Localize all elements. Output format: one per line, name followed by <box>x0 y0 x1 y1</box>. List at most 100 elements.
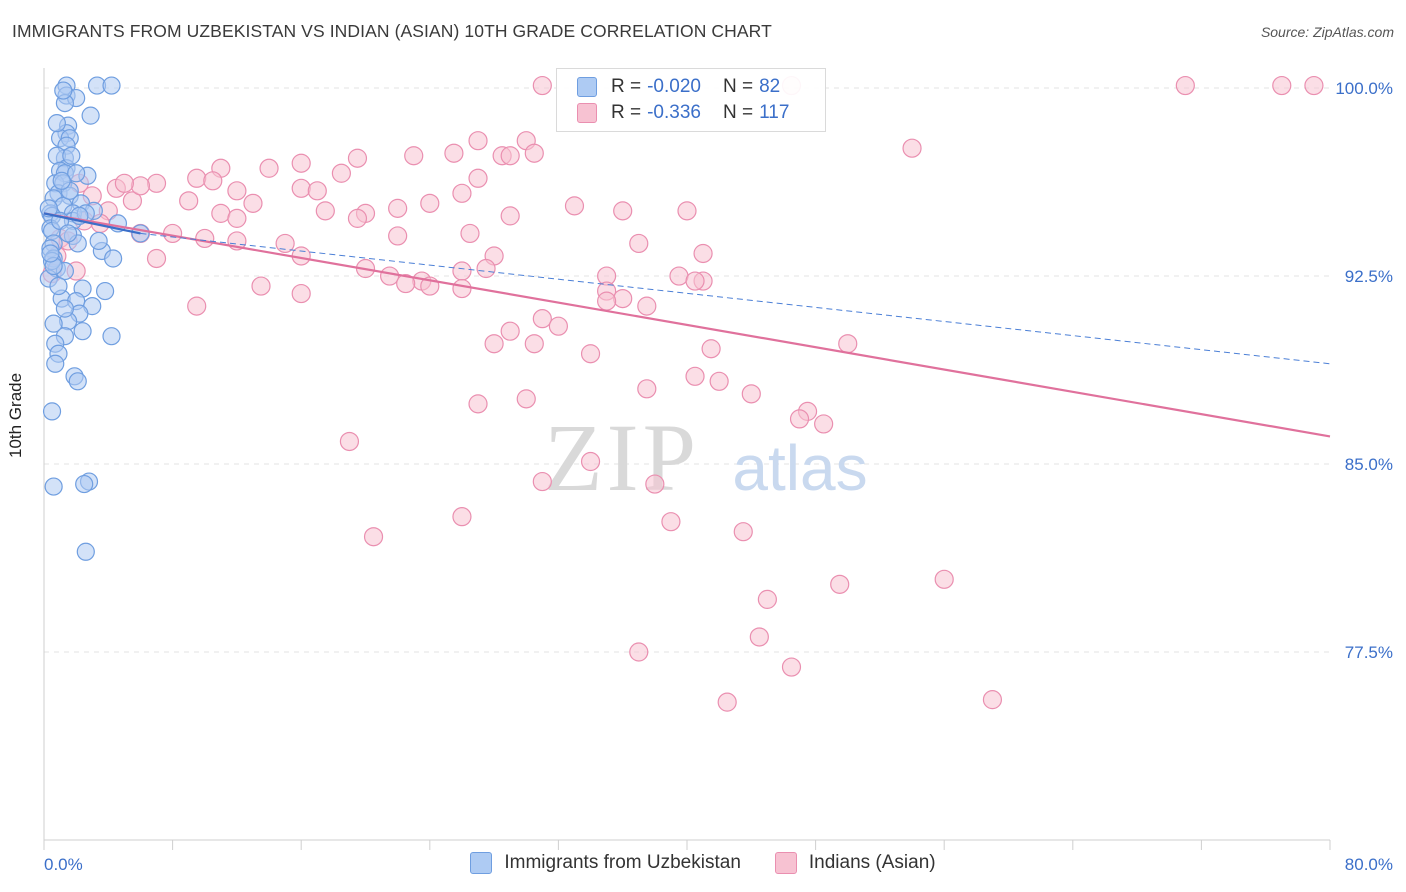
point-indians-asian <box>613 201 633 221</box>
point-indians-asian <box>532 75 552 96</box>
y-axis-label: 10th Grade <box>6 372 25 458</box>
r-label: R = <box>611 76 642 97</box>
uzbekistan-swatch <box>577 77 597 97</box>
point-indians-asian <box>814 414 834 434</box>
r-value: -0.336 <box>647 102 701 123</box>
point-indians-asian <box>709 371 729 391</box>
point-indians-asian <box>757 589 777 609</box>
legend-item-indians[interactable]: Indians (Asian) <box>774 852 936 874</box>
point-indians-asian <box>251 276 271 296</box>
point-indians-asian <box>564 196 585 216</box>
point-indians-asian <box>363 527 384 547</box>
point-indians-asian <box>830 574 850 594</box>
point-indians-asian <box>476 258 496 279</box>
stats-row-uzbekistan: R = -0.020 N = 82 <box>577 75 786 99</box>
point-indians-asian <box>452 278 472 299</box>
point-indians-asian <box>580 344 601 364</box>
point-indians-asian <box>838 334 858 354</box>
point-uzbekistan <box>54 81 73 100</box>
point-indians-asian <box>259 158 279 178</box>
point-indians-asian <box>629 233 649 254</box>
trend-uzbekistan-dashed <box>140 232 1331 365</box>
n-value: 117 <box>759 102 790 123</box>
point-indians-asian <box>380 266 400 286</box>
point-indians-asian <box>347 208 368 228</box>
point-uzbekistan <box>68 372 87 391</box>
point-indians-asian <box>532 471 552 492</box>
x-tick-label-max: 80.0% <box>1345 855 1393 874</box>
point-indians-asian <box>1304 75 1324 96</box>
point-indians-asian <box>211 203 231 223</box>
point-indians-asian <box>227 181 247 201</box>
point-indians-asian <box>146 173 167 193</box>
point-uzbekistan <box>89 231 108 251</box>
y-tick-label: 100.0% <box>1335 79 1393 98</box>
point-uzbekistan <box>59 224 78 243</box>
point-uzbekistan <box>46 354 65 373</box>
point-indians-asian <box>613 288 633 309</box>
point-indians-asian <box>347 148 368 168</box>
point-indians-asian <box>452 507 472 527</box>
point-uzbekistan <box>55 299 74 318</box>
point-indians-asian <box>468 131 488 151</box>
point-indians-asian <box>275 233 295 254</box>
point-indians-asian <box>749 627 769 647</box>
y-tick-label: 85.0% <box>1345 455 1393 474</box>
tick-labels: 77.5% 85.0% 92.5% 100.0% 0.0% 80.0% <box>44 79 1393 874</box>
point-indians-asian <box>637 296 657 316</box>
point-indians-asian <box>307 181 327 201</box>
watermark-atlas: atlas <box>732 432 867 504</box>
uzbekistan-swatch <box>470 852 493 874</box>
point-indians-asian <box>548 316 569 336</box>
points-uzbekistan <box>39 76 150 561</box>
point-indians-asian <box>934 569 954 589</box>
n-label: N = <box>722 102 754 123</box>
point-indians-asian <box>291 283 311 304</box>
point-indians-asian <box>789 409 810 429</box>
point-indians-asian <box>532 309 552 329</box>
stats-legend: R = -0.020 N = 82 R = -0.336 N = 117 <box>556 68 826 132</box>
point-indians-asian <box>130 176 151 196</box>
point-uzbekistan <box>42 402 62 421</box>
point-indians-asian <box>460 223 480 244</box>
point-indians-asian <box>685 366 705 386</box>
point-indians-asian <box>122 191 143 211</box>
point-uzbekistan <box>49 276 68 296</box>
point-indians-asian <box>500 321 520 341</box>
point-indians-asian <box>452 183 472 203</box>
point-indians-asian <box>203 171 223 191</box>
point-uzbekistan <box>44 314 63 333</box>
point-indians-asian <box>468 168 488 188</box>
point-uzbekistan <box>102 76 121 95</box>
point-indians-asian <box>524 143 544 163</box>
point-indians-asian <box>339 431 360 452</box>
point-uzbekistan <box>81 106 100 125</box>
point-indians-asian <box>452 261 472 281</box>
point-indians-asian <box>444 143 464 163</box>
point-uzbekistan <box>44 477 63 496</box>
point-indians-asian <box>331 163 351 183</box>
trend-indians-asian <box>43 212 1331 438</box>
point-indians-asian <box>781 657 802 677</box>
legend-label-indians: Indians (Asian) <box>808 852 936 873</box>
indians-swatch <box>577 103 597 123</box>
r-label: R = <box>611 102 642 123</box>
trend-uzbekistan <box>43 212 141 235</box>
legend-item-uzbekistan[interactable]: Immigrants from Uzbekistan <box>470 852 741 874</box>
point-uzbekistan <box>67 164 86 183</box>
point-indians-asian <box>982 690 1003 710</box>
point-indians-asian <box>580 451 601 472</box>
point-uzbekistan <box>52 171 71 190</box>
point-indians-asian <box>677 201 697 221</box>
point-uzbekistan <box>76 542 95 561</box>
point-uzbekistan <box>95 281 115 301</box>
points-indians-asian <box>42 75 1324 712</box>
point-indians-asian <box>187 296 207 316</box>
point-indians-asian <box>629 642 649 662</box>
point-indians-asian <box>637 379 657 399</box>
gridlines <box>44 87 1330 653</box>
point-uzbekistan <box>75 474 94 494</box>
stats-row-indians: R = -0.336 N = 117 <box>577 101 795 125</box>
point-indians-asian <box>669 266 689 286</box>
